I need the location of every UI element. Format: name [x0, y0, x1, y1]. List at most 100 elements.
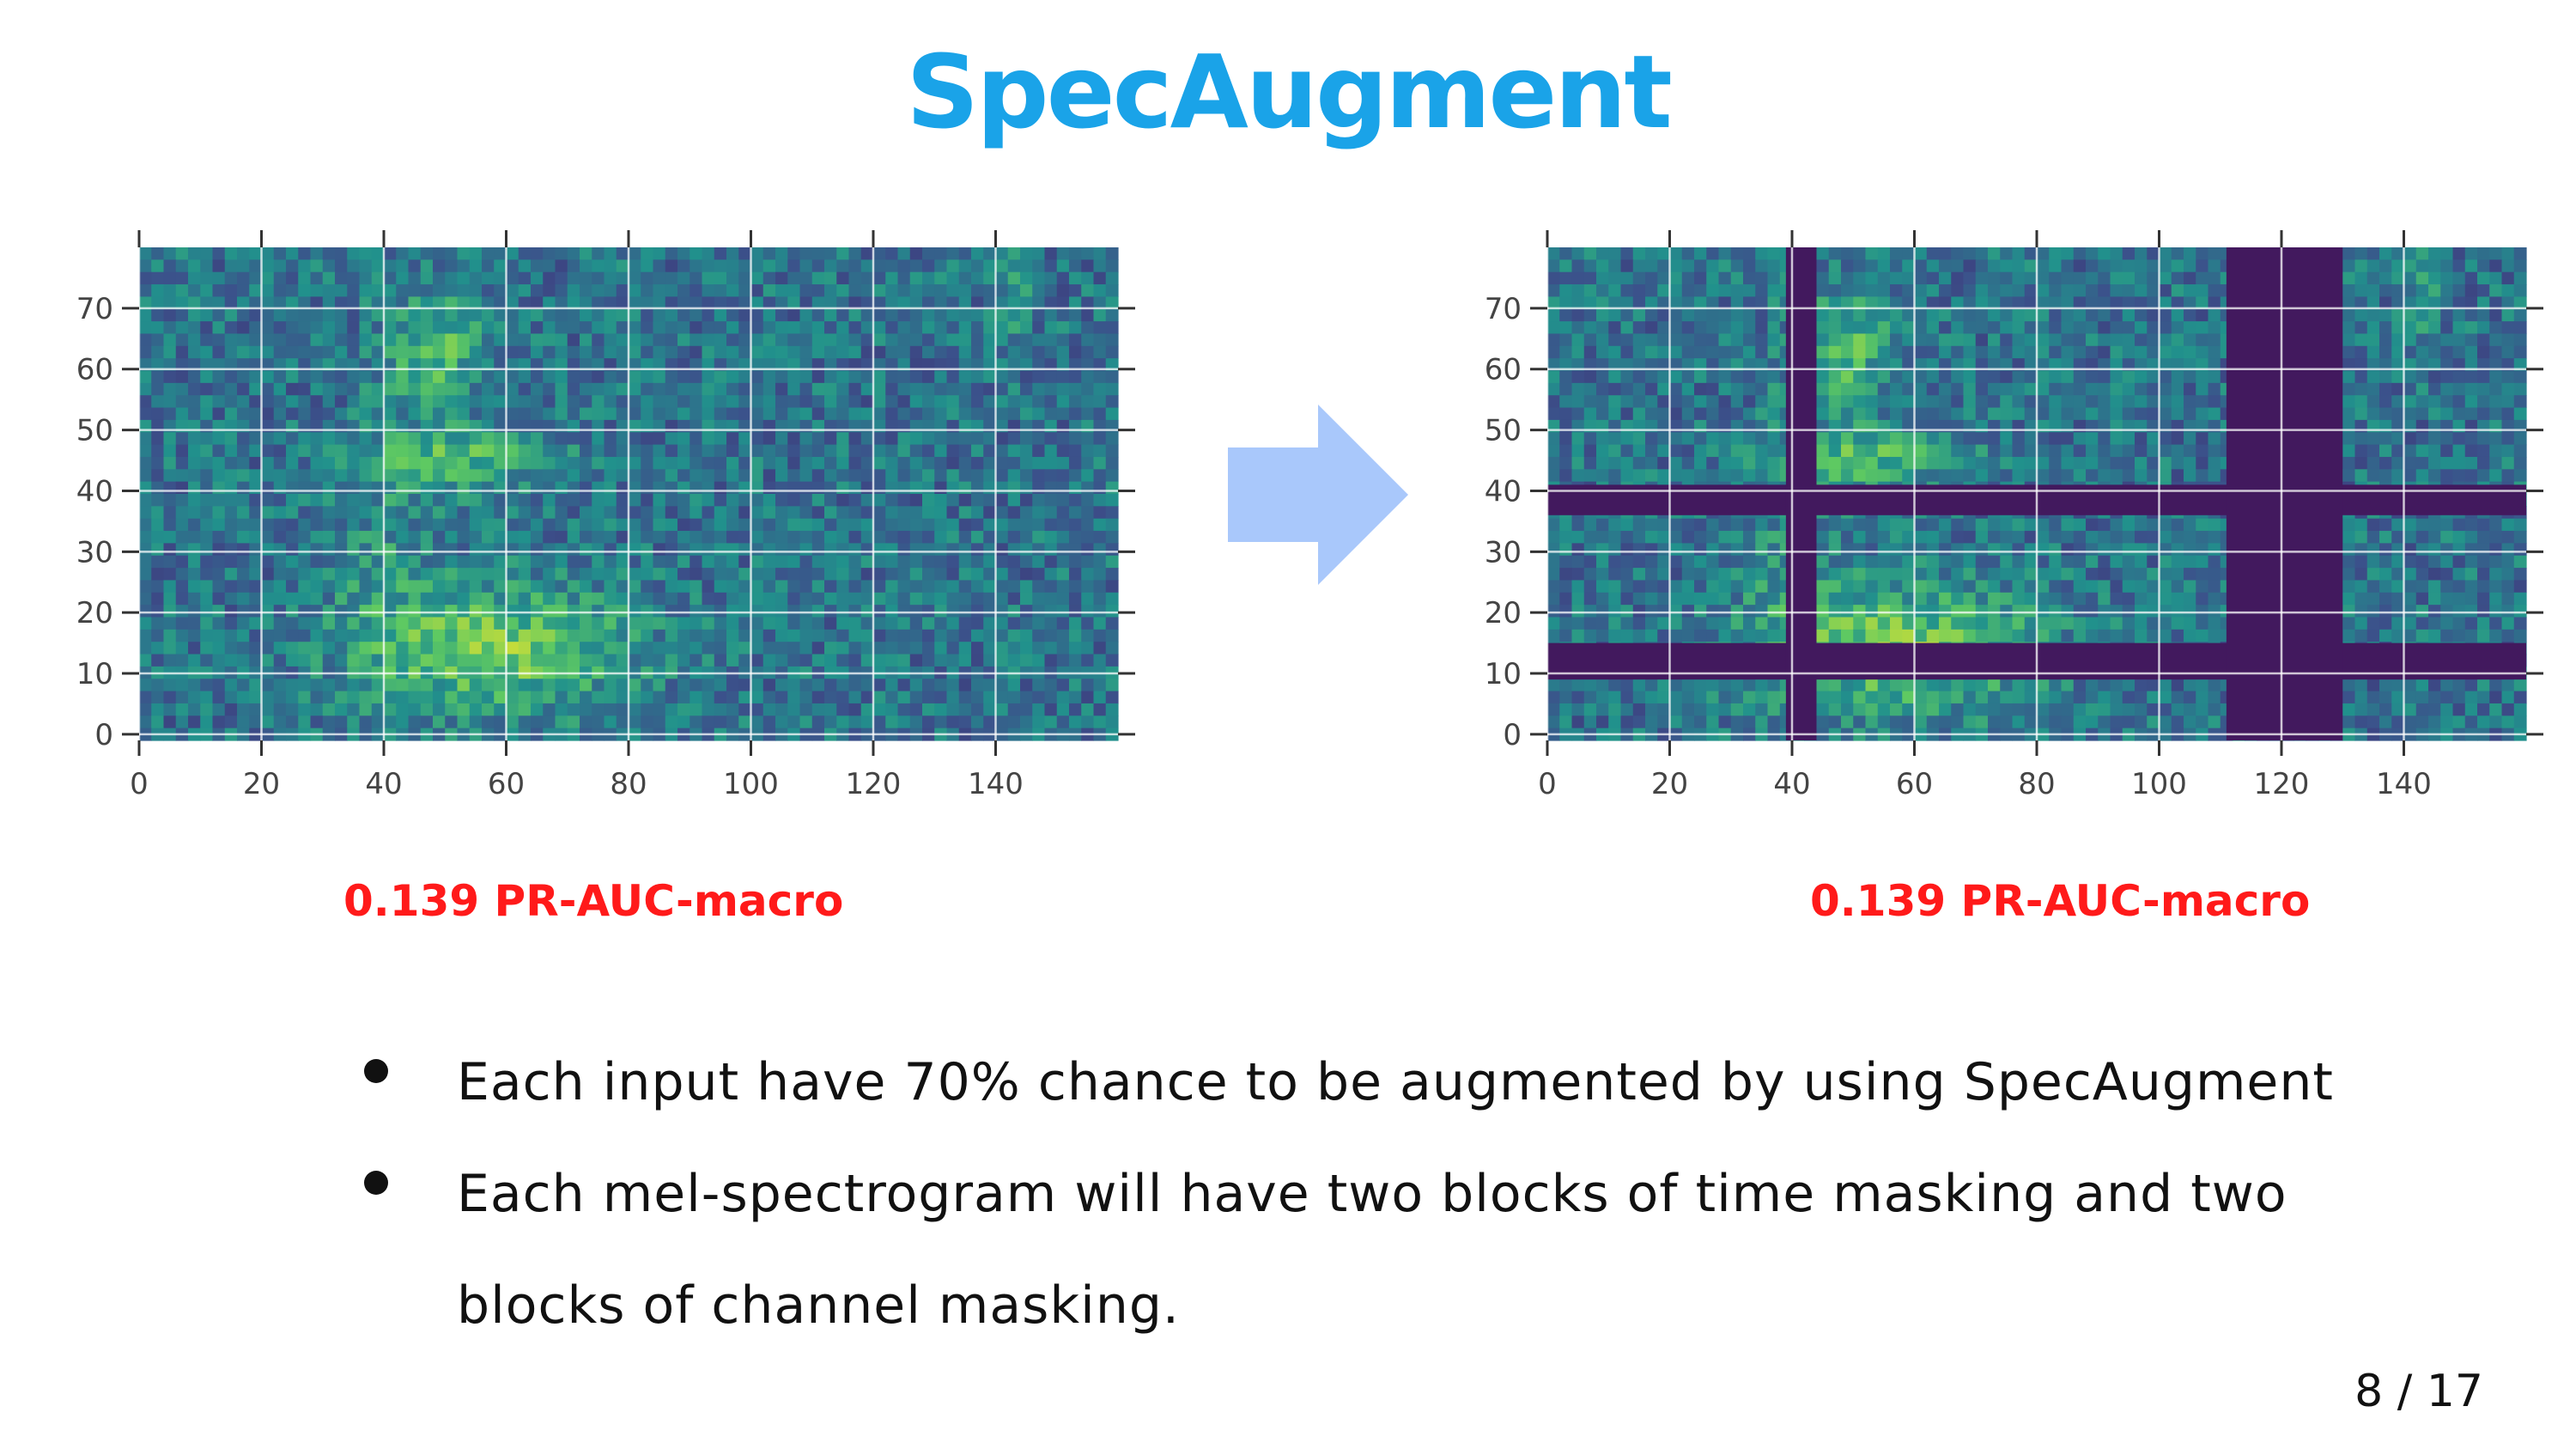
heatmap-cell — [726, 308, 739, 322]
heatmap-cell — [322, 284, 336, 297]
heatmap-cell — [408, 407, 422, 421]
heatmap-cell — [506, 296, 519, 310]
heatmap-cell — [2452, 382, 2466, 396]
heatmap-cell — [983, 271, 997, 285]
heatmap-cell — [1988, 395, 2001, 409]
heatmap-cell — [2171, 308, 2184, 322]
heatmap-cell — [787, 629, 801, 642]
heatmap-cell — [1951, 432, 1965, 446]
heatmap-cell — [2464, 370, 2478, 384]
heatmap-cell — [1105, 469, 1119, 483]
heatmap-cell — [1044, 592, 1058, 606]
heatmap-cell — [2354, 407, 2368, 421]
heatmap-cell — [799, 395, 813, 409]
heatmap-cell — [286, 580, 299, 594]
heatmap-cell — [420, 358, 434, 372]
heatmap-cell — [714, 568, 727, 581]
heatmap-cell — [885, 543, 899, 557]
heatmap-cell — [762, 679, 776, 692]
heatmap-cell — [934, 271, 948, 285]
heatmap-cell — [1890, 395, 1903, 409]
heatmap-cell — [787, 284, 801, 297]
heatmap-cell — [1841, 370, 1854, 384]
heatmap-cell — [371, 259, 385, 273]
heatmap-cell — [702, 543, 715, 557]
heatmap-cell — [824, 382, 837, 396]
heatmap-cell — [175, 555, 189, 569]
heatmap-cell — [580, 506, 592, 520]
heatmap-cell — [690, 407, 703, 421]
heatmap-cell — [175, 308, 189, 322]
heatmap-cell — [1583, 271, 1597, 285]
heatmap-cell — [995, 642, 1009, 655]
heatmap-cell — [653, 321, 666, 335]
heatmap-cell — [2122, 345, 2136, 359]
heatmap-cell — [1853, 321, 1867, 335]
heatmap-cell — [604, 605, 617, 618]
heatmap-cell — [580, 568, 592, 581]
heatmap-cell — [592, 308, 605, 322]
heatmap-cell — [1608, 333, 1622, 347]
heatmap-cell — [322, 580, 336, 594]
heatmap-cell — [775, 456, 788, 470]
heatmap-cell — [200, 691, 214, 704]
heatmap-cell — [2366, 395, 2380, 409]
heatmap-cell — [335, 703, 348, 716]
heatmap-cell — [1056, 481, 1070, 495]
heatmap-cell — [2440, 345, 2454, 359]
heatmap-cell — [506, 395, 519, 409]
heatmap-cell — [1105, 691, 1119, 704]
heatmap-cell — [799, 481, 813, 495]
heatmap-cell — [1632, 308, 1646, 322]
heatmap-cell — [2110, 345, 2123, 359]
heatmap-cell — [885, 555, 899, 569]
heatmap-cell — [604, 568, 617, 581]
heatmap-cell — [1853, 395, 1867, 409]
heatmap-cell — [1963, 345, 1977, 359]
heatmap-cell — [188, 444, 201, 458]
heatmap-cell — [1865, 444, 1879, 458]
heatmap-cell — [946, 333, 960, 347]
heatmap-cell — [273, 432, 287, 446]
heatmap-cell — [580, 617, 592, 630]
heatmap-cell — [811, 506, 825, 520]
heatmap-cell — [433, 642, 446, 655]
heatmap-cell — [629, 703, 641, 716]
heatmap-cell — [2342, 432, 2356, 446]
heatmap-cell — [1620, 345, 1634, 359]
heatmap-cell — [286, 395, 299, 409]
heatmap-cell — [371, 395, 385, 409]
heatmap-cell — [1632, 395, 1646, 409]
heatmap-cell — [702, 506, 715, 520]
heatmap-cell — [1547, 296, 1560, 310]
heatmap-cell — [494, 308, 507, 322]
heatmap-cell — [824, 654, 837, 667]
heatmap-cell — [629, 494, 641, 507]
heatmap-cell — [714, 345, 727, 359]
heatmap-cell — [836, 481, 850, 495]
heatmap-cell — [983, 494, 997, 507]
heatmap-cell — [249, 506, 263, 520]
heatmap-cell — [1951, 321, 1965, 335]
heatmap-cell — [200, 395, 214, 409]
heatmap-cell — [212, 481, 226, 495]
heatmap-cell — [653, 605, 666, 618]
heatmap-cell — [983, 605, 997, 618]
heatmap-cell — [1926, 469, 1940, 483]
heatmap-cell — [139, 592, 152, 606]
heatmap-cell — [151, 308, 165, 322]
heatmap-cell — [1890, 271, 1903, 285]
heatmap-cell — [726, 333, 739, 347]
heatmap-cell — [873, 543, 886, 557]
heatmap-cell — [1743, 444, 1756, 458]
heatmap-cell — [457, 308, 471, 322]
heatmap-cell — [2477, 370, 2490, 384]
heatmap-cell — [2428, 259, 2441, 273]
heatmap-cell — [212, 456, 226, 470]
heatmap-cell — [1056, 691, 1070, 704]
heatmap-cell — [359, 345, 373, 359]
heatmap-cell — [702, 715, 715, 729]
heatmap-cell — [261, 333, 275, 347]
heatmap-cell — [286, 605, 299, 618]
heatmap-cell — [1718, 382, 1732, 396]
